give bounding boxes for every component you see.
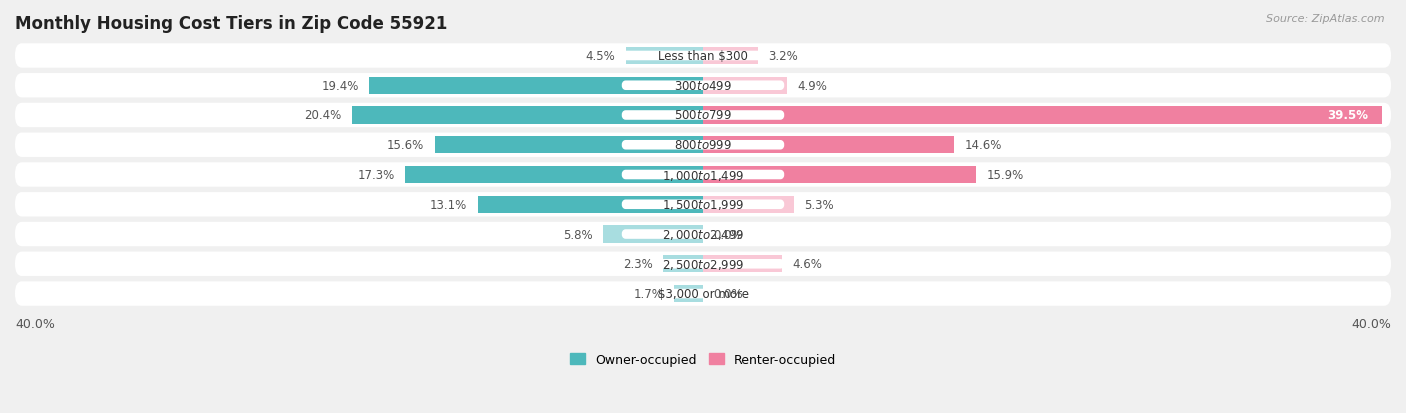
FancyBboxPatch shape [621, 289, 785, 299]
Text: 13.1%: 13.1% [430, 198, 467, 211]
Bar [703, 166, 977, 184]
FancyBboxPatch shape [15, 104, 1391, 128]
Bar [370, 77, 703, 95]
Text: Less than $300: Less than $300 [658, 50, 748, 63]
Text: 14.6%: 14.6% [965, 139, 1002, 152]
Text: 1.7%: 1.7% [634, 287, 664, 300]
FancyBboxPatch shape [15, 74, 1391, 98]
FancyBboxPatch shape [15, 44, 1391, 69]
FancyBboxPatch shape [621, 230, 785, 239]
FancyBboxPatch shape [621, 259, 785, 269]
Text: 20.4%: 20.4% [305, 109, 342, 122]
Text: 15.9%: 15.9% [987, 169, 1024, 182]
Text: 3.2%: 3.2% [768, 50, 799, 63]
FancyBboxPatch shape [15, 252, 1391, 276]
Text: $1,000 to $1,499: $1,000 to $1,499 [662, 168, 744, 182]
Bar [352, 107, 703, 124]
FancyBboxPatch shape [621, 111, 785, 121]
FancyBboxPatch shape [15, 163, 1391, 187]
Bar [673, 285, 703, 302]
FancyBboxPatch shape [621, 52, 785, 61]
Bar [703, 48, 758, 65]
Bar [626, 48, 703, 65]
FancyBboxPatch shape [15, 282, 1391, 306]
Bar [664, 256, 703, 273]
Text: $3,000 or more: $3,000 or more [658, 287, 748, 300]
FancyBboxPatch shape [621, 81, 785, 91]
Bar [703, 137, 955, 154]
Text: 15.6%: 15.6% [387, 139, 425, 152]
Text: $2,000 to $2,499: $2,000 to $2,499 [662, 228, 744, 242]
Text: 0.0%: 0.0% [713, 228, 742, 241]
Text: 4.9%: 4.9% [797, 80, 828, 93]
Bar [405, 166, 703, 184]
FancyBboxPatch shape [15, 222, 1391, 247]
Text: 4.6%: 4.6% [793, 258, 823, 271]
Text: Monthly Housing Cost Tiers in Zip Code 55921: Monthly Housing Cost Tiers in Zip Code 5… [15, 15, 447, 33]
Text: 5.3%: 5.3% [804, 198, 834, 211]
Text: 4.5%: 4.5% [585, 50, 616, 63]
Bar [703, 196, 794, 214]
FancyBboxPatch shape [621, 200, 785, 209]
FancyBboxPatch shape [621, 141, 785, 150]
Text: 5.8%: 5.8% [564, 228, 593, 241]
Text: 0.0%: 0.0% [713, 287, 742, 300]
Bar [478, 196, 703, 214]
Bar [703, 256, 782, 273]
Text: $300 to $499: $300 to $499 [673, 80, 733, 93]
Text: 40.0%: 40.0% [1351, 317, 1391, 330]
Text: 40.0%: 40.0% [15, 317, 55, 330]
Text: $2,500 to $2,999: $2,500 to $2,999 [662, 257, 744, 271]
Bar [703, 77, 787, 95]
Legend: Owner-occupied, Renter-occupied: Owner-occupied, Renter-occupied [569, 353, 837, 366]
FancyBboxPatch shape [15, 133, 1391, 158]
Bar [603, 226, 703, 243]
Bar [703, 107, 1382, 124]
Text: $800 to $999: $800 to $999 [673, 139, 733, 152]
Text: Source: ZipAtlas.com: Source: ZipAtlas.com [1267, 14, 1385, 24]
Text: $500 to $799: $500 to $799 [673, 109, 733, 122]
Text: $1,500 to $1,999: $1,500 to $1,999 [662, 198, 744, 212]
Bar [434, 137, 703, 154]
Text: 17.3%: 17.3% [359, 169, 395, 182]
Text: 39.5%: 39.5% [1327, 109, 1368, 122]
FancyBboxPatch shape [15, 192, 1391, 217]
FancyBboxPatch shape [621, 170, 785, 180]
Text: 19.4%: 19.4% [322, 80, 359, 93]
Text: 2.3%: 2.3% [623, 258, 654, 271]
